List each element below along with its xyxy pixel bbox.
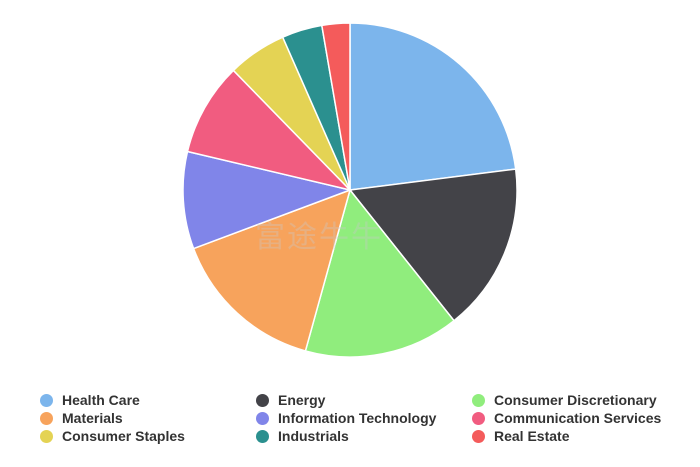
legend-item[interactable]: Consumer Discretionary	[472, 391, 688, 409]
legend-label: Communication Services	[494, 410, 662, 426]
legend-marker-icon	[40, 429, 53, 443]
legend-label: Consumer Staples	[62, 428, 185, 444]
legend-label: Energy	[278, 392, 326, 408]
legend-label: Consumer Discretionary	[494, 392, 657, 408]
legend-marker-icon	[40, 411, 53, 425]
legend-item[interactable]: Communication Services	[472, 409, 688, 427]
pie-slice-energy[interactable]	[348, 168, 518, 322]
legend-marker-icon	[472, 429, 485, 443]
legend-marker-icon	[256, 429, 269, 443]
legend-marker-icon	[40, 393, 53, 407]
pie-slice-real-estate[interactable]	[320, 22, 351, 191]
watermark-logo: 富途牛牛	[255, 220, 383, 255]
legend-marker-icon	[472, 393, 485, 407]
pie-slice-materials[interactable]	[192, 188, 352, 352]
legend-label: Real Estate	[494, 428, 570, 444]
pie-slice-consumer-discretionary[interactable]	[304, 188, 456, 358]
legend-item[interactable]: Health Care	[40, 391, 256, 409]
legend-marker-icon	[256, 411, 269, 425]
legend-label: Information Technology	[278, 410, 437, 426]
legend-item[interactable]: Energy	[256, 391, 472, 409]
legend-item[interactable]: Materials	[40, 409, 256, 427]
pie-slice-health-care[interactable]	[349, 22, 517, 191]
legend-item[interactable]: Consumer Staples	[40, 427, 256, 445]
legend-item[interactable]: Real Estate	[472, 427, 688, 445]
pie-slice-communication-services[interactable]	[186, 69, 353, 192]
legend-marker-icon	[256, 393, 269, 407]
legend-label: Materials	[62, 410, 123, 426]
legend: Health Care Energy Consumer Discretionary M…	[40, 391, 688, 445]
legend-label: Industrials	[278, 428, 349, 444]
legend-item[interactable]: Industrials	[256, 427, 472, 445]
pie-slice-information-technology[interactable]	[182, 150, 353, 250]
legend-marker-icon	[472, 411, 485, 425]
legend-item[interactable]: Information Technology	[256, 409, 472, 427]
legend-label: Health Care	[62, 392, 140, 408]
